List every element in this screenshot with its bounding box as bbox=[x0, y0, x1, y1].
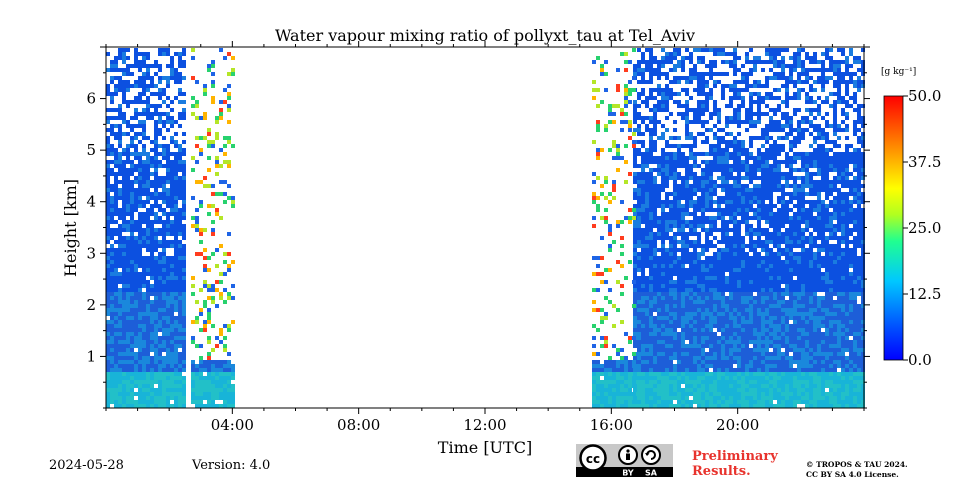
footer-version: Version: 4.0 bbox=[192, 458, 271, 473]
copyright-line-2: CC BY SA 4.0 License. bbox=[806, 470, 899, 479]
sa-share-alike-icon bbox=[641, 445, 661, 465]
preliminary-line-1: Preliminary bbox=[692, 449, 778, 464]
heatmap-cells bbox=[106, 372, 865, 408]
x-tick-label: 04:00 bbox=[211, 416, 254, 434]
heatmap-cells bbox=[191, 56, 632, 356]
badge-sa-label: SA bbox=[645, 469, 658, 478]
colorbar-tick-label: 12.5 bbox=[908, 285, 941, 303]
heatmap-cells bbox=[106, 48, 865, 292]
x-tick-label: 20:00 bbox=[716, 416, 759, 434]
copyright-notice: © TROPOS & TAU 2024. CC BY SA 4.0 Licens… bbox=[806, 460, 908, 480]
colorbar-tick-label: 37.5 bbox=[908, 153, 941, 171]
x-tick-label: 16:00 bbox=[590, 416, 633, 434]
heatmap-cells bbox=[191, 48, 636, 360]
heatmap-cells bbox=[191, 48, 636, 352]
svg-text:cc: cc bbox=[586, 452, 600, 466]
preliminary-results-note: Preliminary Results. bbox=[692, 449, 778, 479]
footer-date: 2024-05-28 bbox=[49, 458, 124, 473]
heatmap-cells bbox=[191, 48, 636, 360]
y-tick-label: 1 bbox=[86, 347, 96, 365]
heatmap-cells bbox=[106, 292, 865, 372]
preliminary-line-2: Results. bbox=[692, 464, 751, 479]
cc-icon: cc bbox=[579, 444, 607, 472]
heatmap-cells bbox=[191, 52, 636, 360]
colorbar bbox=[883, 95, 904, 361]
y-axis-label: Height [km] bbox=[61, 179, 80, 277]
y-tick-label: 2 bbox=[86, 296, 96, 314]
heatmap-cells bbox=[106, 372, 865, 408]
heatmap-area bbox=[106, 48, 865, 408]
colorbar-tick-label: 50.0 bbox=[908, 87, 941, 105]
y-tick-label: 5 bbox=[86, 141, 96, 159]
badge-by-label: BY bbox=[622, 469, 634, 478]
colorbar-tick-label: 25.0 bbox=[908, 219, 941, 237]
by-attribution-icon bbox=[618, 445, 638, 465]
x-tick-label: 08:00 bbox=[337, 416, 380, 434]
colorbar-unit-label: [g kg⁻¹] bbox=[881, 67, 916, 77]
y-tick-label: 6 bbox=[86, 90, 96, 108]
chart-title: Water vapour mixing ratio of pollyxt_tau… bbox=[275, 26, 695, 45]
cc-by-sa-badge[interactable]: cc BY SA bbox=[576, 444, 673, 477]
x-axis-label: Time [UTC] bbox=[438, 438, 532, 457]
y-tick-label: 3 bbox=[86, 244, 96, 262]
x-axis: 04:00 08:00 12:00 16:00 20:00 bbox=[105, 41, 865, 434]
x-tick-label: 12:00 bbox=[463, 416, 506, 434]
colorbar-ticks: 0.0 12.5 25.0 37.5 50.0 bbox=[903, 87, 941, 369]
y-tick-label: 4 bbox=[86, 193, 96, 211]
copyright-line-1: © TROPOS & TAU 2024. bbox=[806, 460, 908, 469]
y-axis: 1 2 3 4 5 6 bbox=[86, 46, 870, 409]
colorbar-tick-label: 0.0 bbox=[908, 351, 932, 369]
